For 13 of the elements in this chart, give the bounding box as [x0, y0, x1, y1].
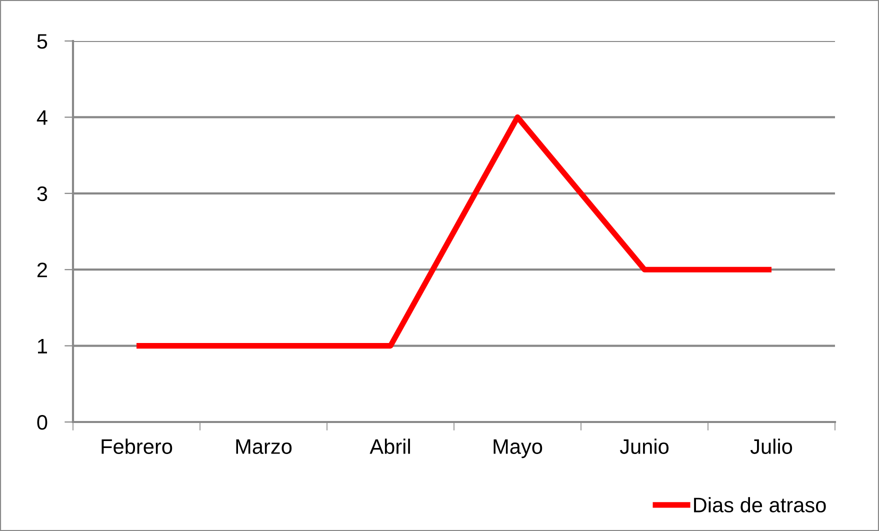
- x-tick-label: Abril: [370, 438, 410, 454]
- x-tick-label: Febrero: [102, 438, 172, 454]
- x-tick-label: Junio: [620, 438, 669, 454]
- y-tick-label: 1: [38, 339, 47, 354]
- x-tick-label: Julio: [750, 438, 792, 454]
- y-tick-label: 5: [37, 34, 48, 49]
- y-tick-label: 0: [37, 415, 48, 430]
- x-tick-label: Mayo: [494, 439, 542, 458]
- y-tick-label: 3: [37, 186, 48, 202]
- x-tick-label: Marzo: [236, 439, 292, 454]
- legend-label: Dias de atraso: [694, 497, 826, 512]
- y-tick-label: 2: [37, 262, 47, 278]
- y-tick-label: 4: [36, 110, 48, 125]
